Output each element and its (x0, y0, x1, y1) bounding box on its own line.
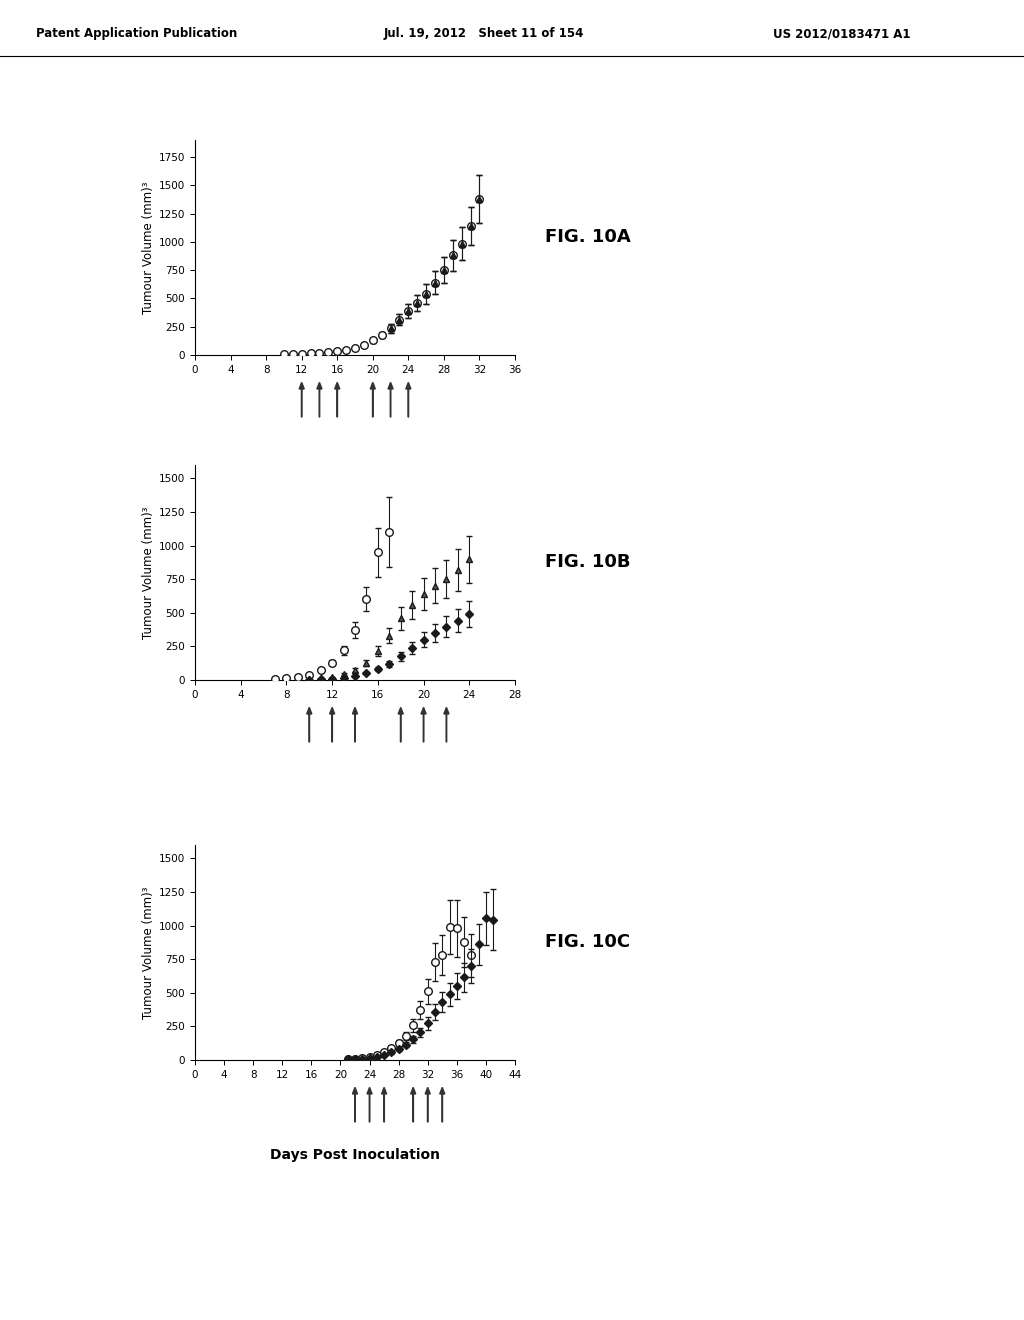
Y-axis label: Tumour Volume (mm)³: Tumour Volume (mm)³ (141, 886, 155, 1019)
Text: US 2012/0183471 A1: US 2012/0183471 A1 (773, 28, 910, 40)
Y-axis label: Tumour Volume (mm)³: Tumour Volume (mm)³ (141, 181, 155, 314)
Text: Days Post Inoculation: Days Post Inoculation (270, 1148, 440, 1162)
Text: FIG. 10A: FIG. 10A (545, 228, 631, 246)
Y-axis label: Tumour Volume (mm)³: Tumour Volume (mm)³ (141, 507, 155, 639)
Text: FIG. 10B: FIG. 10B (545, 553, 631, 570)
Text: Patent Application Publication: Patent Application Publication (36, 28, 238, 40)
Text: Jul. 19, 2012   Sheet 11 of 154: Jul. 19, 2012 Sheet 11 of 154 (384, 28, 585, 40)
Text: FIG. 10C: FIG. 10C (545, 933, 630, 950)
